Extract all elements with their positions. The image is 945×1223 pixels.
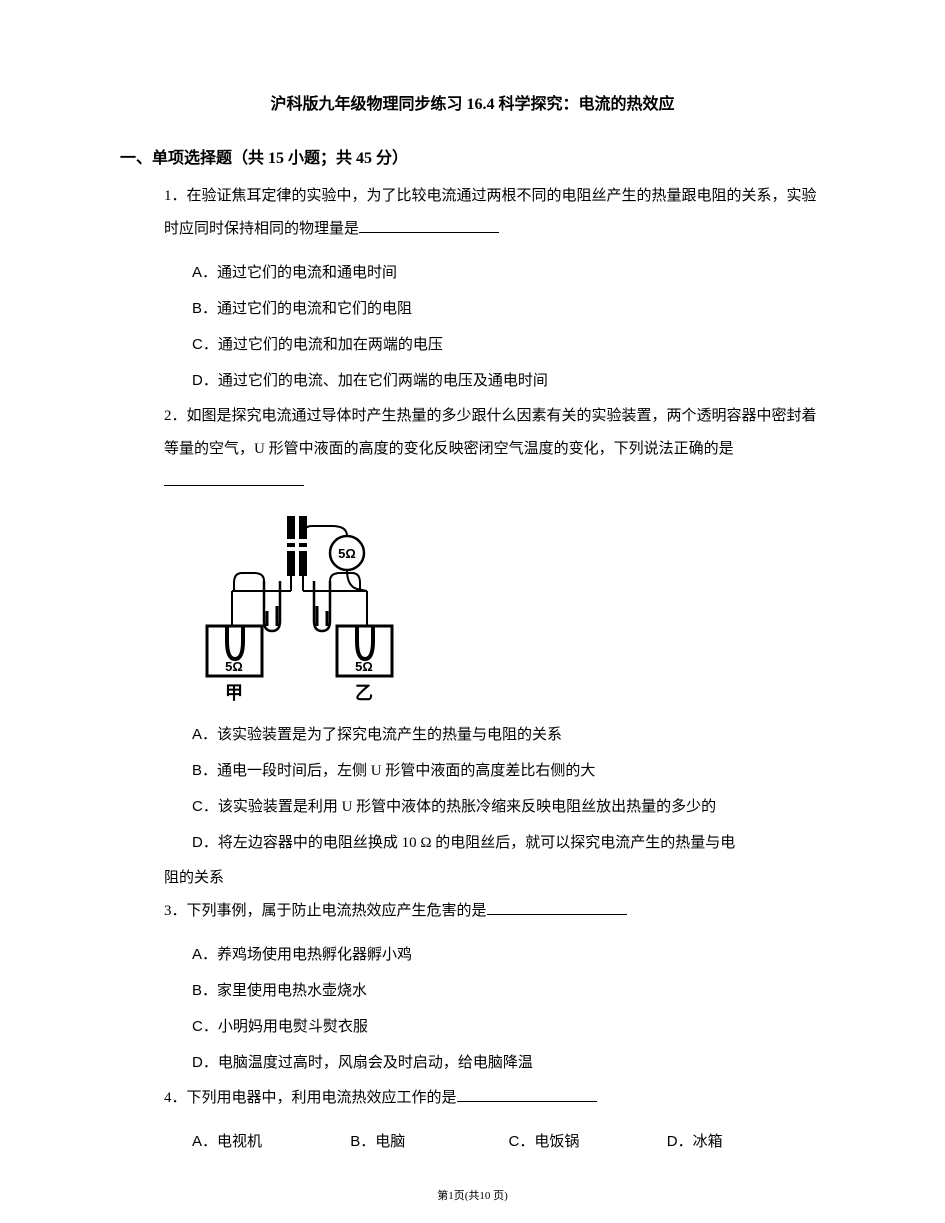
option-a: A．养鸡场使用电热孵化器孵小鸡 — [192, 938, 825, 972]
option-label: A． — [192, 938, 217, 971]
option-label: D． — [192, 364, 218, 397]
option-d: D．电脑温度过高时，风扇会及时启动，给电脑降温 — [192, 1046, 825, 1080]
svg-text:甲: 甲 — [225, 683, 243, 703]
option-text: 通过它们的电流、加在它们两端的电压及通电时间 — [218, 373, 548, 389]
option-c: C．小明妈用电熨斗熨衣服 — [192, 1010, 825, 1044]
option-c: C．电饭锅 — [509, 1125, 667, 1159]
question-text: 如图是探究电流通过导体时产生热量的多少跟什么因素有关的实验装置，两个透明容器中密… — [164, 408, 817, 457]
option-a: A．通过它们的电流和通电时间 — [192, 256, 825, 290]
answer-blank — [457, 1087, 597, 1102]
option-text: 电脑 — [375, 1134, 405, 1150]
question-2-options: A．该实验装置是为了探究电流产生的热量与电阻的关系 B．通电一段时间后，左侧 U… — [120, 718, 825, 860]
option-label: C． — [192, 328, 218, 361]
option-label: D． — [192, 826, 218, 859]
option-d-continuation: 阻的关系 — [120, 862, 825, 895]
option-label: D． — [192, 1046, 218, 1079]
answer-blank — [359, 218, 499, 233]
option-text: 电视机 — [217, 1134, 262, 1150]
question-4-options: A．电视机 B．电脑 C．电饭锅 D．冰箱 — [120, 1125, 825, 1159]
question-num: 3． — [164, 903, 187, 919]
question-3-options: A．养鸡场使用电热孵化器孵小鸡 B．家里使用电热水壶烧水 C．小明妈用电熨斗熨衣… — [120, 938, 825, 1080]
svg-text:5Ω: 5Ω — [225, 659, 243, 674]
option-text: 小明妈用电熨斗熨衣服 — [218, 1019, 368, 1035]
question-text: 下列事例，属于防止电流热效应产生危害的是 — [187, 903, 487, 919]
option-d: D．冰箱 — [667, 1125, 825, 1159]
option-text: 电饭锅 — [534, 1134, 579, 1150]
question-1: 1．在验证焦耳定律的实验中，为了比较电流通过两根不同的电阻丝产生的热量跟电阻的关… — [120, 180, 825, 246]
question-1-options: A．通过它们的电流和通电时间 B．通过它们的电流和它们的电阻 C．通过它们的电流… — [120, 256, 825, 398]
option-a: A．该实验装置是为了探究电流产生的热量与电阻的关系 — [192, 718, 825, 752]
section-header: 一、单项选择题（共 15 小题；共 45 分） — [120, 144, 825, 168]
question-num: 2． — [164, 408, 187, 424]
option-c: C．该实验装置是利用 U 形管中液体的热胀冷缩来反映电阻丝放出热量的多少的 — [192, 790, 825, 824]
svg-text:乙: 乙 — [355, 683, 373, 703]
question-2: 2．如图是探究电流通过导体时产生热量的多少跟什么因素有关的实验装置，两个透明容器… — [120, 400, 825, 499]
option-text: 家里使用电热水壶烧水 — [217, 983, 367, 999]
option-label: C． — [192, 1010, 218, 1043]
option-text: 该实验装置是利用 U 形管中液体的热胀冷缩来反映电阻丝放出热量的多少的 — [218, 799, 716, 815]
page-footer: 第1页(共10 页) — [0, 1187, 945, 1203]
option-label: C． — [509, 1125, 535, 1158]
option-label: B． — [192, 974, 217, 1007]
option-label: A． — [192, 1125, 217, 1158]
option-label: A． — [192, 718, 217, 751]
svg-text:5Ω: 5Ω — [355, 659, 373, 674]
question-4: 4．下列用电器中，利用电流热效应工作的是 — [120, 1082, 825, 1115]
option-b: B．通过它们的电流和它们的电阻 — [192, 292, 825, 326]
option-label: C． — [192, 790, 218, 823]
option-a: A．电视机 — [192, 1125, 350, 1159]
option-b: B．通电一段时间后，左侧 U 形管中液面的高度差比右侧的大 — [192, 754, 825, 788]
option-text: 该实验装置是为了探究电流产生的热量与电阻的关系 — [217, 727, 562, 743]
option-label: A． — [192, 256, 217, 289]
option-label: B． — [192, 754, 217, 787]
option-text: 养鸡场使用电热孵化器孵小鸡 — [217, 947, 412, 963]
option-text: 通过它们的电流和通电时间 — [217, 265, 397, 281]
circuit-figure: 5Ω 5Ω 5Ω 甲 乙 — [192, 511, 825, 706]
option-text: 通电一段时间后，左侧 U 形管中液面的高度差比右侧的大 — [217, 763, 595, 779]
option-label: D． — [667, 1125, 693, 1158]
circuit-svg: 5Ω 5Ω 5Ω 甲 乙 — [192, 511, 412, 706]
question-text: 下列用电器中，利用电流热效应工作的是 — [187, 1090, 457, 1106]
option-c: C．通过它们的电流和加在两端的电压 — [192, 328, 825, 362]
option-text: 通过它们的电流和加在两端的电压 — [218, 337, 443, 353]
page-title: 沪科版九年级物理同步练习 16.4 科学探究：电流的热效应 — [120, 90, 825, 114]
option-text: 电脑温度过高时，风扇会及时启动，给电脑降温 — [218, 1055, 533, 1071]
question-3: 3．下列事例，属于防止电流热效应产生危害的是 — [120, 895, 825, 928]
question-num: 4． — [164, 1090, 187, 1106]
option-text: 将左边容器中的电阻丝换成 10 Ω 的电阻丝后，就可以探究电流产生的热量与电 — [218, 835, 735, 851]
answer-blank — [164, 471, 304, 486]
answer-blank — [487, 900, 627, 915]
option-text: 通过它们的电流和它们的电阻 — [217, 301, 412, 317]
option-d: D．通过它们的电流、加在它们两端的电压及通电时间 — [192, 364, 825, 398]
option-label: B． — [192, 292, 217, 325]
svg-text:5Ω: 5Ω — [338, 546, 356, 561]
option-text: 冰箱 — [693, 1134, 723, 1150]
question-num: 1． — [164, 188, 187, 204]
option-b: B．家里使用电热水壶烧水 — [192, 974, 825, 1008]
option-label: B． — [350, 1125, 375, 1158]
option-b: B．电脑 — [350, 1125, 508, 1159]
option-d: D．将左边容器中的电阻丝换成 10 Ω 的电阻丝后，就可以探究电流产生的热量与电 — [192, 826, 825, 860]
